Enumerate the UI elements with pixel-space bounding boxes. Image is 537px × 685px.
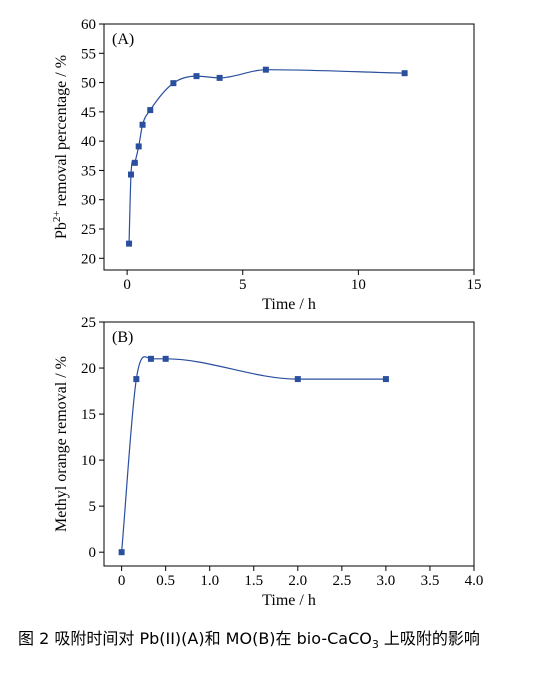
- data-point: [294, 376, 301, 383]
- y-tick-label: 35: [81, 163, 96, 179]
- panel-label: (B): [112, 329, 133, 346]
- x-tick-label: 0: [123, 277, 131, 293]
- data-point: [193, 73, 200, 80]
- data-point: [131, 159, 138, 166]
- data-point: [139, 121, 146, 128]
- y-tick-label: 30: [81, 193, 96, 209]
- x-tick-label: 10: [351, 277, 366, 293]
- y-tick-label: 25: [81, 222, 96, 238]
- y-tick-label: 20: [81, 251, 96, 267]
- x-axis-title: Time / h: [262, 592, 316, 609]
- data-point: [118, 549, 125, 556]
- y-tick-label: 0: [89, 545, 97, 561]
- y-tick-label: 15: [81, 407, 96, 423]
- y-axis-title-rest: removal percentage / %: [53, 55, 70, 210]
- x-tick-label: 1.5: [244, 573, 263, 589]
- data-point: [262, 66, 269, 73]
- plot-frame: [103, 321, 475, 567]
- y-axis-title-base: Pb: [53, 222, 70, 239]
- y-tick-label: 40: [81, 134, 96, 150]
- y-axis-title: Pb2+ removal percentage / %: [51, 55, 70, 239]
- data-point: [127, 171, 134, 178]
- x-tick-label: 5: [239, 277, 247, 293]
- data-point: [216, 74, 223, 81]
- y-tick-label: 50: [81, 76, 96, 92]
- x-tick-label: 0: [118, 573, 126, 589]
- data-point: [133, 376, 140, 383]
- y-tick-label: 5: [89, 499, 97, 515]
- data-point: [382, 376, 389, 383]
- figure-caption: 图 2 吸附时间对 Pb(II)(A)和 MO(B)在 bio-CaCO3 上吸…: [18, 626, 523, 657]
- x-axis-title: Time / h: [262, 296, 316, 313]
- plot-frame: [103, 23, 475, 271]
- x-tick-label: 2.0: [288, 573, 307, 589]
- caption-prefix: 图 2 吸附时间对 Pb(II)(A)和 MO(B)在 bio-CaCO: [18, 629, 372, 648]
- x-tick-label: 4.0: [465, 573, 484, 589]
- y-tick-label: 60: [81, 17, 96, 33]
- y-axis-title: Methyl orange removal / %: [53, 356, 70, 532]
- y-tick-label: 55: [81, 46, 96, 62]
- data-point: [126, 240, 133, 247]
- data-point: [147, 355, 154, 362]
- y-tick-label: 45: [81, 105, 96, 121]
- y-tick-label: 10: [81, 453, 96, 469]
- panel-b-removal-mo: 0 0.5 1.0 1.5 2.0 2.5 3.0 3.5 4.0 0 5 10 15 20 25 Time …: [53, 315, 483, 609]
- series-line: [121, 356, 386, 553]
- x-tick-label: 15: [467, 277, 482, 293]
- panel-a-removal-pb: 0 5 10 15 20 25 30 35 40 45 50 55 60 Time / h Pb2+ rem…: [51, 17, 482, 313]
- x-tick-label: 1.0: [200, 573, 219, 589]
- data-point: [147, 107, 154, 114]
- x-tick-label: 3.0: [377, 573, 396, 589]
- data-point: [401, 70, 408, 77]
- data-point: [162, 355, 169, 362]
- x-tick-label: 2.5: [332, 573, 351, 589]
- series-line: [128, 69, 405, 244]
- y-tick-label: 20: [81, 361, 96, 377]
- data-point: [170, 80, 177, 87]
- caption-subscript: 3: [371, 638, 379, 652]
- x-tick-label: 3.5: [421, 573, 440, 589]
- caption-suffix: 上吸附的影响: [378, 629, 480, 648]
- y-axis-title-superscript: 2+: [51, 210, 63, 222]
- x-tick-label: 0.5: [156, 573, 175, 589]
- panel-label: (A): [112, 31, 134, 48]
- y-tick-label: 25: [81, 315, 96, 331]
- data-point: [135, 143, 142, 150]
